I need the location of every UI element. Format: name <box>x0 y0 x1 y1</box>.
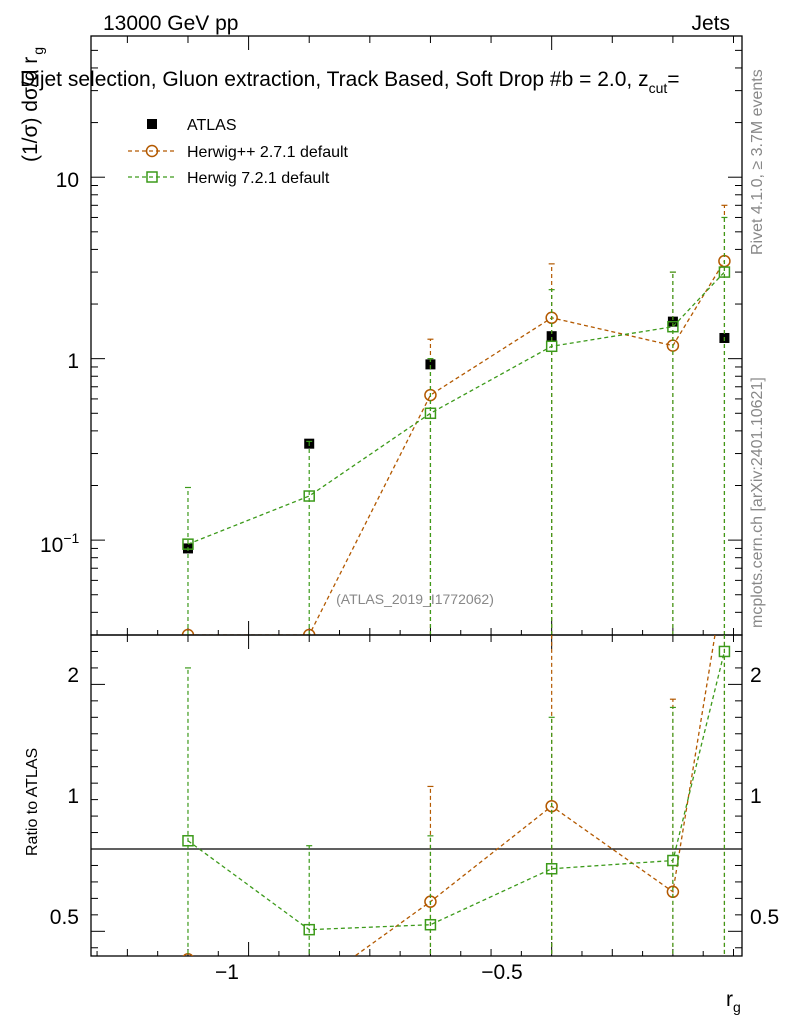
legend-marker-atlas <box>147 119 157 129</box>
ratio-ytick-label-left-0: 0.5 <box>50 906 79 929</box>
plot-title-suffix: = 2.0, z <box>579 68 648 91</box>
ratio-point-herwigpp-0 <box>182 953 194 956</box>
energy-label: 13000 GeV pp <box>103 12 238 35</box>
ratio-point-herwig7-0 <box>182 835 194 847</box>
main-point-herwig7-0 <box>182 538 194 550</box>
ratio-ytick-label-left-2: 2 <box>67 664 79 687</box>
plot-title: Dijet selection, Gluon extraction, Track… <box>20 68 680 96</box>
ratio-line-herwigpp <box>353 635 716 956</box>
main-point-herwig7-4 <box>667 320 679 333</box>
ratio-panel <box>90 634 743 994</box>
category-label: Jets <box>691 12 730 35</box>
ratio-point-herwig7-1 <box>303 923 315 936</box>
legend-marker-herwigpp <box>145 144 159 158</box>
analysis-id: (ATLAS_2019_I1772062) <box>336 591 494 607</box>
ratio-ytick-label-right-1: 1 <box>750 785 762 808</box>
plot-title-prefix: Dijet selection, Gluon extraction, Track… <box>20 68 573 91</box>
ratio-ytick-label-right-2: 2 <box>750 664 762 687</box>
main-point-herwig7-5 <box>718 266 731 278</box>
ratio-ytick-label-right-0: 0.5 <box>750 906 779 929</box>
xtick-label-1: −0.5 <box>481 961 522 984</box>
ratio-point-herwigpp-1 <box>304 983 315 994</box>
mcplots-label: mcplots.cern.ch [arXiv:2401.10621] <box>749 377 766 628</box>
main-point-herwig7-1 <box>303 490 315 502</box>
main-ylabel: (1/σ) dσ/d rg <box>19 47 46 162</box>
xlabel: rg <box>726 988 741 1015</box>
main-point-herwig7-2 <box>424 407 437 420</box>
ratio-ytick-label-left-1: 1 <box>67 785 79 808</box>
legend-label-herwig7: Herwig 7.2.1 default <box>187 170 330 187</box>
main-point-atlas-2 <box>425 359 436 370</box>
main-point-herwigpp-0 <box>181 628 195 635</box>
main-point-atlas-3 <box>546 331 557 342</box>
legend-label-atlas: ATLAS <box>187 117 237 134</box>
ratio-axis-ticks <box>91 635 742 956</box>
ratio-point-herwig7-3 <box>545 863 558 875</box>
main-line-herwig7 <box>187 271 725 545</box>
ratio-frame <box>90 634 743 957</box>
xtick-label-0: −1 <box>215 961 239 984</box>
main-line-herwigpp <box>187 260 725 635</box>
legend-label-herwigpp: Herwig++ 2.7.1 default <box>187 144 349 161</box>
ratio-line-herwig7 <box>187 651 726 931</box>
main-ytick-label-0: 10−1 <box>40 530 80 557</box>
main-point-herwig7-3 <box>545 340 558 353</box>
main-ytick-label-1: 1 <box>67 350 79 373</box>
plot-title-sub: cut <box>649 80 668 96</box>
ratio-data-layer <box>182 635 731 994</box>
main-data-layer <box>181 204 731 635</box>
ratio-point-herwig7-4 <box>667 854 679 867</box>
plot-title-tail: = <box>667 68 679 91</box>
ratio-ylabel: Ratio to ATLAS <box>24 748 41 856</box>
main-axis-ticks <box>91 35 742 636</box>
legend-marker-herwig7 <box>146 171 158 183</box>
ratio-point-herwig7-2 <box>424 918 437 931</box>
rivet-version-label: Rivet 4.1.0, ≥ 3.7M events <box>749 69 766 255</box>
main-point-herwigpp-1 <box>302 628 316 635</box>
ratio-point-herwig7-5 <box>718 645 731 658</box>
legend: ATLAS Herwig++ 2.7.1 default Herwig 7.2.… <box>128 117 349 187</box>
main-ytick-label-2: 10 <box>56 169 79 192</box>
